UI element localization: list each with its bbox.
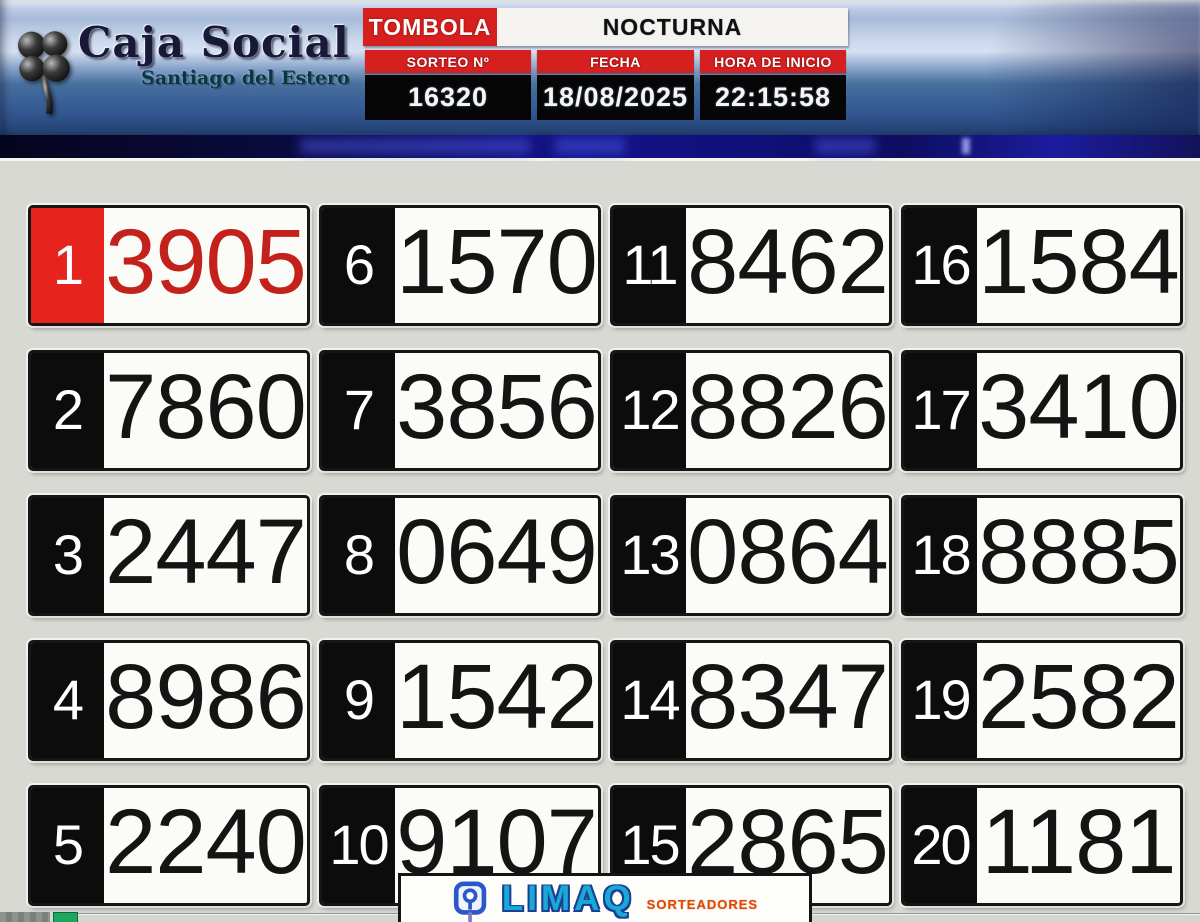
result-cell: 19 2582: [901, 640, 1183, 761]
result-cell: 16 1584: [901, 205, 1183, 326]
clover-icon: [17, 31, 70, 115]
result-position: 9: [322, 643, 395, 758]
divider-glow: [962, 138, 970, 154]
result-cell: 18 8885: [901, 495, 1183, 616]
result-number: 8462: [687, 211, 889, 313]
result-number: 8885: [978, 501, 1180, 603]
result-number: 8347: [687, 646, 889, 748]
result-cell: 4 8986: [28, 640, 310, 761]
result-cell: 3 2447: [28, 495, 310, 616]
result-number: 0649: [396, 501, 598, 603]
limaq-brand: LIMAQ: [501, 879, 635, 918]
draw-field: SORTEO Nº 16320: [365, 50, 531, 120]
result-position: 5: [31, 788, 104, 903]
result-cell: 14 8347: [610, 640, 892, 761]
draw-field-label: SORTEO Nº: [365, 50, 531, 73]
divider-glow: [300, 138, 530, 154]
result-position: 14: [613, 643, 686, 758]
limaq-footer: LIMAQ SORTEADORES: [398, 873, 812, 922]
result-position: 2: [31, 353, 104, 468]
result-position: 16: [904, 208, 977, 323]
result-number: 1570: [396, 211, 598, 313]
result-cell: 6 1570: [319, 205, 601, 326]
result-position: 8: [322, 498, 395, 613]
result-number: 8826: [687, 356, 889, 458]
result-position: 6: [322, 208, 395, 323]
result-cell: 2 7860: [28, 350, 310, 471]
taskbar-green-icon: [53, 912, 78, 922]
result-position: 17: [904, 353, 977, 468]
result-number: 7860: [105, 356, 307, 458]
draw-field-label: FECHA: [537, 50, 694, 73]
draw-field-value: 18/08/2025: [537, 75, 694, 120]
caja-social-logo: Caja Social Santiago del Estero: [16, 20, 350, 118]
draw-field-label: HORA DE INICIO: [700, 50, 846, 73]
result-position: 1: [31, 208, 104, 323]
logo-title: Caja Social: [78, 18, 350, 67]
limaq-tagline: SORTEADORES: [646, 897, 759, 912]
result-position: 4: [31, 643, 104, 758]
header-divider-strip: [0, 135, 1200, 161]
draw-field: HORA DE INICIO 22:15:58: [700, 50, 846, 120]
result-number: 3856: [396, 356, 598, 458]
result-position: 20: [904, 788, 977, 903]
result-position: 11: [613, 208, 686, 323]
draw-field: FECHA 18/08/2025: [537, 50, 694, 120]
result-cell: 17 3410: [901, 350, 1183, 471]
game-title-strip: TOMBOLA NOCTURNA: [363, 8, 848, 46]
result-number: 2240: [105, 791, 307, 893]
result-number: 2582: [978, 646, 1180, 748]
divider-glow: [555, 138, 625, 154]
result-position: 3: [31, 498, 104, 613]
result-cell: 5 2240: [28, 785, 310, 906]
game-edition-label: NOCTURNA: [602, 13, 743, 40]
result-number: 3410: [978, 356, 1180, 458]
result-number: 3905: [105, 211, 307, 313]
result-number: 1181: [981, 791, 1177, 893]
result-cell: 8 0649: [319, 495, 601, 616]
results-grid: 1 3905 2 7860 3 2447 4 8986 5 2240 6 1570 7 3856 8 0649…: [28, 205, 1183, 906]
game-name-badge: TOMBOLA: [363, 8, 497, 46]
result-position: 12: [613, 353, 686, 468]
draw-field-value: 16320: [365, 75, 531, 120]
divider-glow: [815, 138, 875, 154]
result-cell: 7 3856: [319, 350, 601, 471]
result-number: 1542: [396, 646, 598, 748]
result-position: 10: [322, 788, 395, 903]
logo-text: Caja Social Santiago del Estero: [78, 18, 350, 90]
result-number: 1584: [978, 211, 1180, 313]
result-position: 18: [904, 498, 977, 613]
result-cell: 9 1542: [319, 640, 601, 761]
result-cell: 12 8826: [610, 350, 892, 471]
result-cell: 1 3905: [28, 205, 310, 326]
draw-info-fields: SORTEO Nº 16320 FECHA 18/08/2025 HORA DE INI…: [365, 50, 846, 120]
result-number: 2447: [105, 501, 307, 603]
result-position: 19: [904, 643, 977, 758]
result-number: 8986: [105, 646, 307, 748]
result-number: 0864: [687, 501, 889, 603]
result-position: 13: [613, 498, 686, 613]
result-cell: 20 1181: [901, 785, 1183, 906]
logo-subtitle: Santiago del Estero: [141, 67, 350, 89]
taskbar-left-texture: [0, 912, 50, 922]
header-bar: Caja Social Santiago del Estero TOMBOLA …: [0, 0, 1200, 135]
limaq-q-icon: [453, 881, 487, 922]
result-cell: 13 0864: [610, 495, 892, 616]
result-position: 7: [322, 353, 395, 468]
result-cell: 11 8462: [610, 205, 892, 326]
draw-field-value: 22:15:58: [700, 75, 846, 120]
